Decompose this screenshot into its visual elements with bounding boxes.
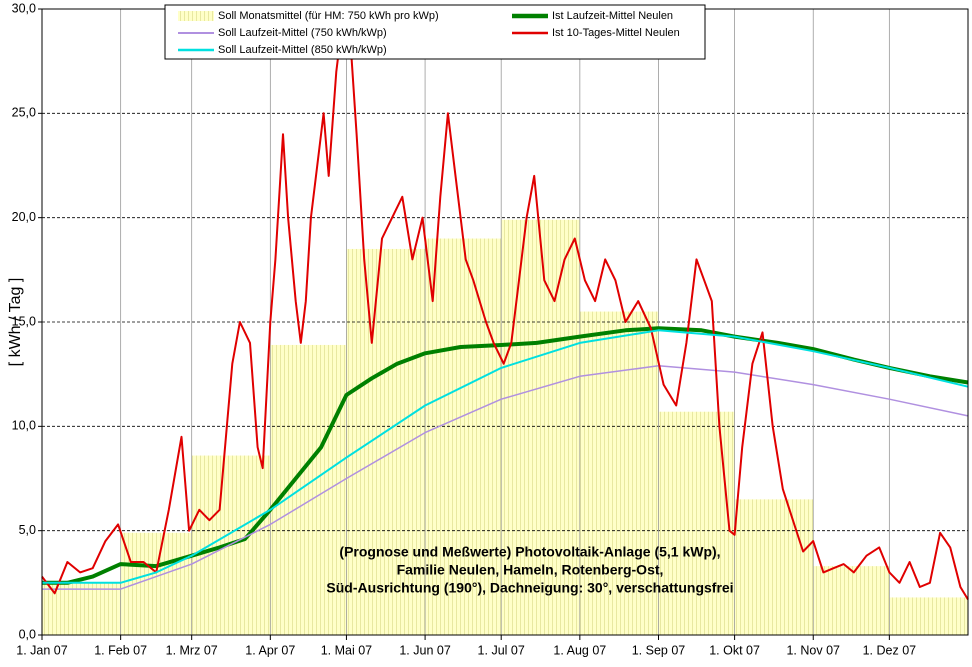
y-tick-label: 30,0	[12, 1, 36, 15]
y-tick-label: 5,0	[19, 523, 36, 537]
bar	[734, 499, 814, 635]
x-tick-label: 1. Jun 07	[399, 643, 450, 657]
bar	[658, 411, 735, 635]
x-tick-label: 1. Dez 07	[863, 643, 917, 657]
bar	[889, 597, 968, 635]
y-axis-label: [ kWh / Tag ]	[7, 278, 24, 367]
x-tick-label: 1. Nov 07	[786, 643, 840, 657]
y-tick-label: 20,0	[12, 210, 36, 224]
annotation: Familie Neulen, Hameln, Rotenberg-Ost,	[397, 562, 664, 578]
line	[42, 329, 969, 584]
bar	[501, 219, 580, 635]
x-tick-label: 1. Aug 07	[553, 643, 606, 657]
y-tick-label: 15,0	[12, 314, 36, 328]
bar	[813, 566, 890, 635]
bar	[346, 248, 426, 635]
annotation: (Prognose und Meßwerte) Photovoltaik-Anl…	[339, 544, 720, 560]
bar	[270, 344, 347, 635]
legend-label: Soll Laufzeit-Mittel (850 kWh/kWp)	[218, 44, 387, 56]
legend-label: Soll Monatsmittel (für HM: 750 kWh pro k…	[218, 10, 439, 22]
legend-label: Soll Laufzeit-Mittel (750 kWh/kWp)	[218, 27, 387, 39]
legend-label: Ist 10-Tages-Mittel Neulen	[552, 27, 680, 39]
x-tick-label: 1. Sep 07	[632, 643, 686, 657]
bar	[425, 238, 502, 636]
x-tick-label: 1. Mai 07	[321, 643, 372, 657]
x-tick-label: 1. Jul 07	[478, 643, 525, 657]
x-tick-label: 1. Jan 07	[16, 643, 67, 657]
x-tick-label: 1. Mrz 07	[166, 643, 218, 657]
annotation: Süd-Ausrichtung (190°), Dachneigung: 30°…	[326, 580, 733, 596]
line	[41, 18, 969, 601]
legend-box	[164, 4, 706, 60]
x-tick-label: 1. Apr 07	[245, 643, 295, 657]
y-tick-label: 0,0	[19, 627, 36, 641]
line	[42, 326, 969, 585]
y-tick-label: 10,0	[12, 419, 36, 433]
bar	[120, 532, 192, 635]
x-tick-label: 1. Feb 07	[94, 643, 147, 657]
legend-label: Ist Laufzeit-Mittel Neulen	[552, 10, 673, 22]
line	[42, 365, 969, 590]
y-tick-label: 25,0	[12, 106, 36, 120]
legend-swatch	[178, 11, 214, 21]
bar	[579, 311, 659, 635]
x-tick-label: 1. Okt 07	[709, 643, 760, 657]
